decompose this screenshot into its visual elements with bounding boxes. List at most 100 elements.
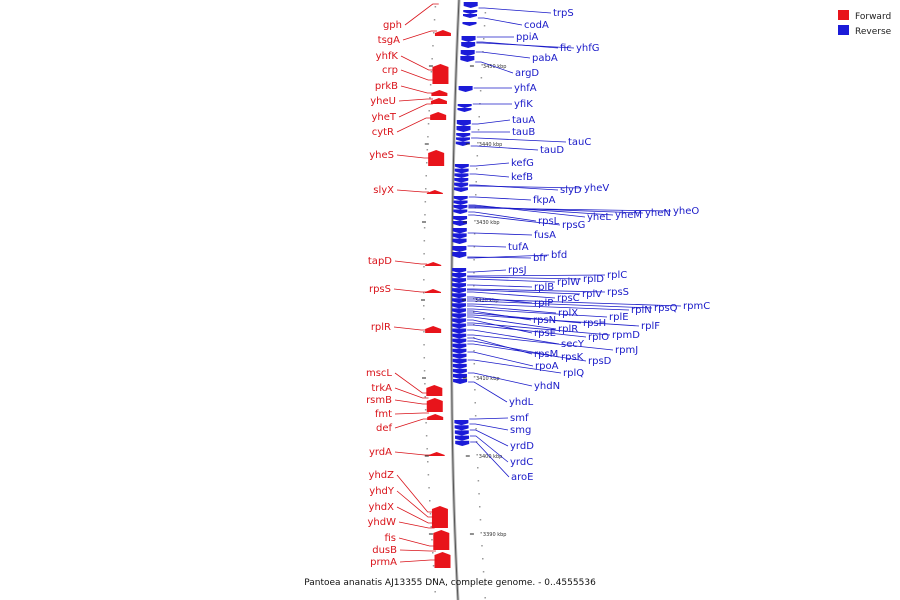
forward-leader-line	[400, 85, 434, 94]
position-dot	[482, 38, 485, 40]
reverse-gene-label: fic	[560, 43, 572, 54]
reverse-gene-arrow	[456, 126, 471, 132]
reverse-leader-line	[467, 284, 533, 288]
position-dot	[475, 168, 478, 170]
reverse-gene-label: aroE	[511, 472, 533, 483]
position-dot	[473, 285, 475, 287]
reverse-leader-line	[467, 372, 533, 387]
reverse-leader-line	[469, 435, 509, 463]
reverse-gene-label: rpmJ	[615, 345, 638, 356]
reverse-leader-line	[468, 206, 644, 214]
forward-gene-label: yhdX	[369, 502, 395, 513]
reverse-gene-label: trpS	[553, 8, 574, 19]
position-dot	[423, 253, 425, 255]
position-dot	[475, 194, 477, 196]
forward-gene-arrow	[425, 326, 442, 333]
reverse-gene-label: bfr	[533, 253, 548, 264]
reverse-gene-arrow	[452, 368, 467, 374]
forward-leader-line	[396, 117, 433, 133]
reverse-leader-line	[467, 296, 533, 304]
reverse-gene-arrow	[452, 328, 467, 334]
position-dot	[423, 279, 425, 281]
reverse-gene-arrow	[454, 182, 469, 188]
reverse-leader-line	[468, 381, 508, 403]
position-dot	[477, 467, 479, 469]
reverse-leader-line	[467, 343, 587, 362]
reverse-gene-label: rpmC	[683, 301, 710, 312]
reverse-leader-line	[469, 173, 510, 178]
scale-tick-label: 3430 kbp	[476, 220, 500, 226]
position-dot	[473, 259, 475, 261]
reverse-genes	[452, 2, 478, 446]
forward-leader-line	[396, 474, 434, 513]
reverse-gene-label: yrdD	[510, 441, 534, 452]
position-dot	[479, 506, 481, 508]
position-dot	[425, 188, 427, 190]
forward-gene-arrow	[431, 506, 448, 528]
reverse-leader-line	[468, 211, 537, 222]
forward-leader-line	[394, 372, 429, 394]
position-dot	[476, 155, 479, 157]
reverse-gene-label: rplC	[607, 270, 627, 281]
reverse-gene-arrow	[461, 42, 476, 48]
position-dot	[423, 331, 425, 333]
position-dot	[434, 6, 437, 8]
position-dot	[434, 591, 436, 593]
reverse-leader-line	[467, 316, 557, 330]
reverse-gene-arrow	[454, 164, 469, 169]
position-dot	[476, 454, 478, 456]
forward-leader-line	[396, 490, 434, 518]
forward-gene-arrow	[432, 64, 449, 84]
scale-tick-label: 3390 kbp	[483, 532, 507, 538]
reverse-leader-line	[467, 351, 534, 367]
forward-gene-label: prmA	[370, 557, 397, 568]
reverse-gene-arrow	[462, 22, 477, 26]
position-dot	[484, 12, 487, 14]
reverse-gene-arrow	[454, 430, 469, 436]
reverse-gene-label: rplD	[583, 274, 604, 285]
forward-gene-label: rplR	[371, 322, 391, 333]
position-dot	[431, 58, 433, 60]
position-dot	[423, 227, 426, 229]
position-dot	[423, 305, 425, 307]
position-dot	[429, 513, 432, 515]
reverse-gene-arrow	[455, 435, 470, 441]
reverse-leader-line	[467, 288, 606, 293]
reverse-gene-label: yheO	[673, 206, 699, 217]
reverse-leader-line	[467, 289, 581, 295]
reverse-gene-label: rpsK	[561, 352, 584, 363]
reverse-leader-line	[471, 137, 567, 143]
reverse-gene-label: yhdL	[509, 397, 534, 408]
position-dot	[425, 175, 427, 177]
genome-caption: Pantoea ananatis AJ13355 DNA, complete g…	[304, 578, 596, 588]
reverse-gene-label: rplF	[641, 321, 660, 332]
forward-leader-line	[394, 399, 429, 405]
forward-gene-arrow	[426, 398, 443, 412]
legend-forward-swatch	[838, 10, 849, 20]
reverse-gene-label: smf	[510, 413, 529, 424]
forward-gene-arrow	[431, 90, 448, 96]
forward-gene-label: gph	[383, 20, 402, 31]
reverse-gene-label: rplQ	[563, 368, 584, 379]
reverse-leader-line	[471, 119, 511, 125]
reverse-gene-label: rpsS	[607, 287, 629, 298]
forward-gene-arrow	[426, 385, 443, 396]
reverse-gene-label: yhfA	[514, 83, 537, 94]
reverse-gene-label: rplO	[588, 332, 609, 343]
position-dot	[480, 532, 482, 534]
forward-leader-line	[393, 326, 428, 331]
legend-reverse-swatch	[838, 25, 849, 35]
forward-gene-label: rpsS	[369, 284, 391, 295]
forward-leader-line	[394, 412, 430, 415]
reverse-gene-arrow	[452, 343, 467, 349]
position-dot	[473, 363, 476, 365]
reverse-gene-arrow	[452, 313, 467, 319]
position-dot	[474, 402, 476, 404]
position-dot	[475, 181, 477, 183]
genome-backbone-core	[451, 0, 460, 600]
reverse-gene-arrow	[452, 348, 467, 354]
position-dot	[432, 45, 434, 47]
scale-tick-label: 3420 kbp	[475, 298, 499, 304]
reverse-gene-label: tufA	[508, 242, 529, 253]
